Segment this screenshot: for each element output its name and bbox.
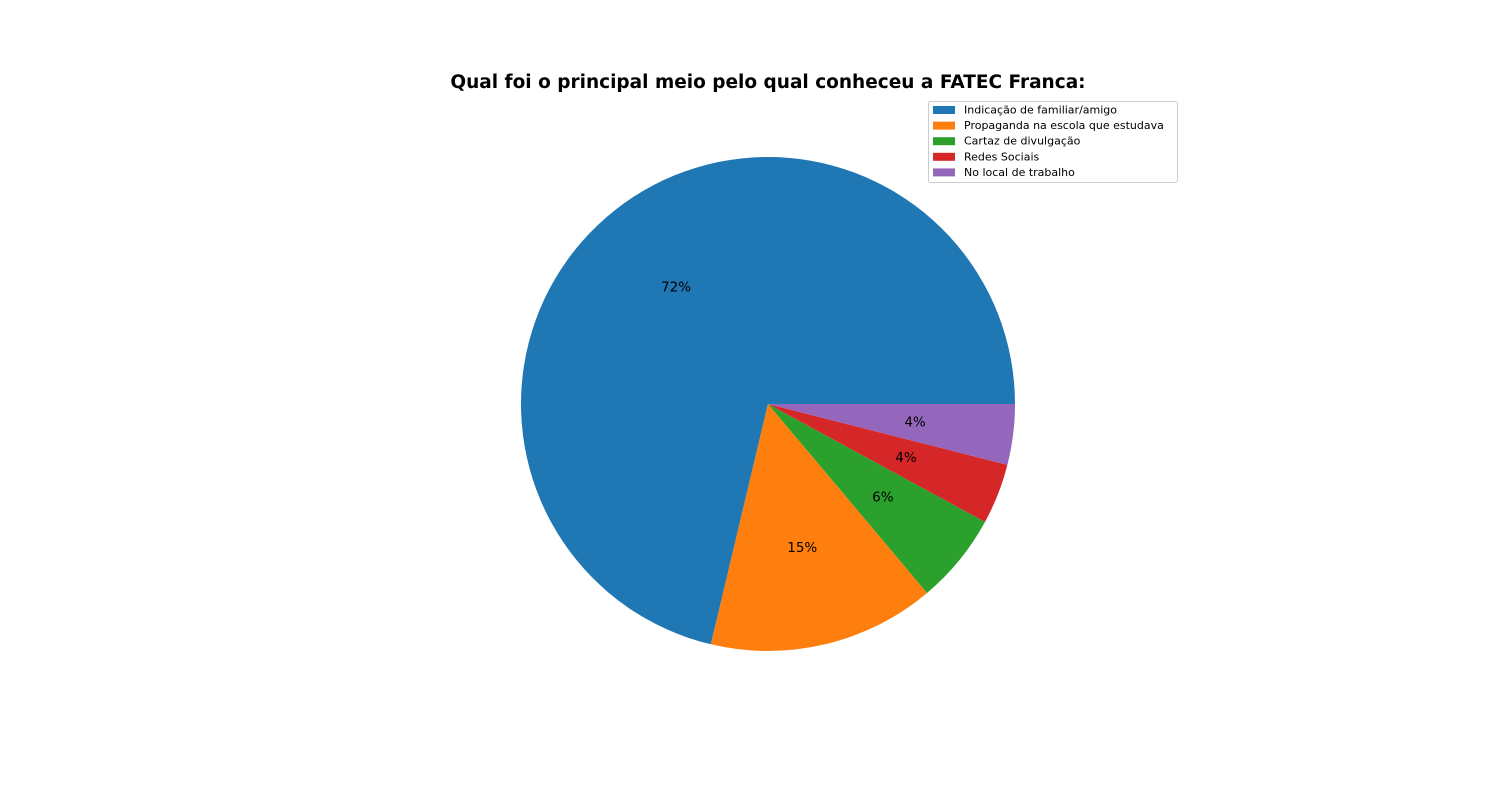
- pie-slice-no-local-de-trabalho: [768, 404, 1015, 465]
- legend-swatch-redes-sociais: [933, 152, 955, 161]
- legend-label-cartaz-de-divulgacao: Cartaz de divulgação: [964, 135, 1081, 148]
- percent-labels: 72% 15% 6% 4% 4%: [661, 280, 926, 556]
- legend-swatch-cartaz-de-divulgacao: [933, 137, 955, 146]
- legend-swatch-indicacao-de-familiar-amigo: [933, 106, 955, 114]
- legend-frame: [928, 101, 1178, 183]
- percent-label-redes-sociais: 4%: [895, 450, 917, 466]
- percent-label-cartaz-de-divulgacao: 6%: [872, 490, 894, 506]
- legend: Indicação de familiar/amigo Propaganda n…: [928, 101, 1178, 183]
- chart-title: Qual foi o principal meio pelo qual conh…: [450, 72, 1085, 93]
- legend-label-redes-sociais: Redes Sociais: [964, 150, 1040, 163]
- pie-slice-indicacao-de-familiar-amigo: [521, 157, 1015, 645]
- legend-swatch-no-local-de-trabalho: [933, 168, 955, 177]
- pie-slice-cartaz-de-divulgacao: [768, 404, 986, 593]
- pie-slice-propaganda-na-escola-que-estudava: [710, 404, 928, 651]
- legend-swatch-propaganda-na-escola-que-estudava: [933, 121, 955, 130]
- percent-label-no-local-de-trabalho: 4%: [904, 414, 926, 430]
- percent-label-propaganda-na-escola-que-estudava: 15%: [787, 540, 817, 556]
- legend-label-indicacao-de-familiar-amigo: Indicação de familiar/amigo: [964, 104, 1117, 117]
- pie-slices: [521, 157, 1015, 651]
- pie-slice-redes-sociais: [768, 404, 1008, 522]
- percent-label-indicacao-de-familiar-amigo: 72%: [661, 280, 691, 296]
- legend-label-propaganda-na-escola-que-estudava: Propaganda na escola que estudava: [964, 119, 1164, 132]
- legend-label-no-local-de-trabalho: No local de trabalho: [964, 166, 1075, 179]
